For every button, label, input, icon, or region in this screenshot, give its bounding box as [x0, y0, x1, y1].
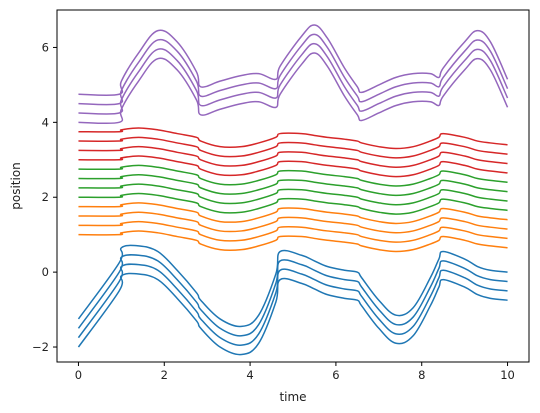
x-tick-label: 0 [75, 368, 82, 382]
x-axis-title: time [279, 390, 306, 404]
series-line-orange-6 [78, 211, 508, 234]
x-tick-label: 8 [418, 368, 425, 382]
series-line-red-13 [78, 145, 508, 169]
series-line-purple-19 [78, 24, 509, 97]
series-line-orange-5 [78, 220, 508, 243]
x-tick-label: 4 [246, 368, 253, 382]
series-line-blue-2 [77, 254, 508, 337]
series-line-purple-16 [78, 52, 509, 125]
series-line-green-9 [78, 183, 508, 206]
series-line-green-8 [78, 192, 508, 215]
y-axis-title: position [9, 162, 23, 210]
x-tick-label: 2 [161, 368, 168, 382]
x-tick-label: 10 [500, 368, 515, 382]
series-line-blue-0 [77, 272, 508, 356]
series-line-purple-17 [78, 42, 509, 115]
series-layer [77, 24, 509, 356]
series-line-purple-18 [78, 33, 509, 106]
series-line-red-15 [78, 127, 508, 150]
series-line-red-12 [78, 155, 508, 178]
y-tick-label: 0 [42, 265, 49, 279]
plot-frame [56, 9, 530, 363]
y-tick-label: 4 [42, 115, 49, 129]
series-line-green-11 [78, 164, 508, 187]
series-line-blue-3 [77, 244, 508, 328]
series-line-blue-1 [77, 263, 508, 346]
x-tick-label: 6 [332, 368, 339, 382]
series-line-orange-4 [78, 230, 508, 253]
ticks-layer: 0 2 4 6 8 10 −2 0 2 4 6 [32, 40, 515, 382]
y-tick-label: 2 [42, 190, 49, 204]
y-tick-label: −2 [32, 340, 49, 354]
series-line-red-14 [78, 136, 508, 159]
y-tick-label: 6 [42, 40, 49, 54]
series-line-green-10 [78, 174, 508, 197]
series-line-orange-7 [78, 202, 508, 225]
